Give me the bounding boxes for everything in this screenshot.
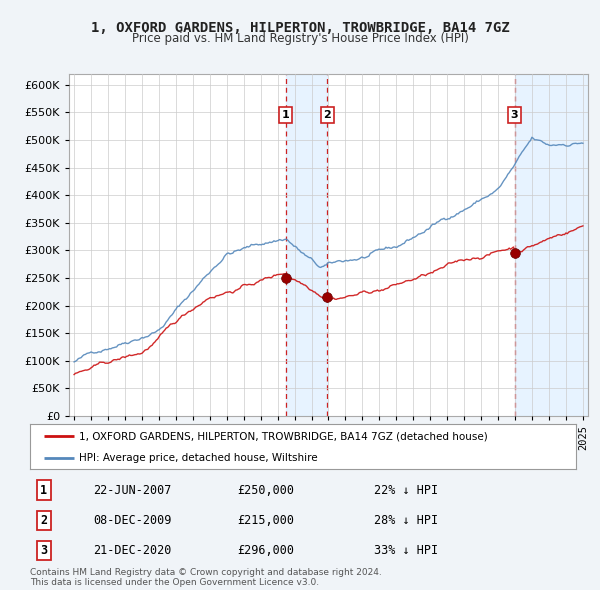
Text: 3: 3 xyxy=(40,544,47,557)
Text: £296,000: £296,000 xyxy=(238,544,295,557)
Text: 28% ↓ HPI: 28% ↓ HPI xyxy=(374,514,438,527)
Text: 08-DEC-2009: 08-DEC-2009 xyxy=(93,514,171,527)
Text: 1: 1 xyxy=(282,110,289,120)
Bar xyxy=(515,74,588,416)
Text: 21-DEC-2020: 21-DEC-2020 xyxy=(93,544,171,557)
Bar xyxy=(286,74,328,416)
Text: £215,000: £215,000 xyxy=(238,514,295,527)
Text: 3: 3 xyxy=(511,110,518,120)
Text: 1, OXFORD GARDENS, HILPERTON, TROWBRIDGE, BA14 7GZ: 1, OXFORD GARDENS, HILPERTON, TROWBRIDGE… xyxy=(91,21,509,35)
Text: 1, OXFORD GARDENS, HILPERTON, TROWBRIDGE, BA14 7GZ (detached house): 1, OXFORD GARDENS, HILPERTON, TROWBRIDGE… xyxy=(79,431,488,441)
Text: 2: 2 xyxy=(323,110,331,120)
Text: 1: 1 xyxy=(40,484,47,497)
Text: 33% ↓ HPI: 33% ↓ HPI xyxy=(374,544,438,557)
Text: 22% ↓ HPI: 22% ↓ HPI xyxy=(374,484,438,497)
Text: HPI: Average price, detached house, Wiltshire: HPI: Average price, detached house, Wilt… xyxy=(79,453,318,463)
Text: Price paid vs. HM Land Registry's House Price Index (HPI): Price paid vs. HM Land Registry's House … xyxy=(131,32,469,45)
Text: Contains HM Land Registry data © Crown copyright and database right 2024.
This d: Contains HM Land Registry data © Crown c… xyxy=(30,568,382,587)
Text: 2: 2 xyxy=(40,514,47,527)
Text: £250,000: £250,000 xyxy=(238,484,295,497)
Text: 22-JUN-2007: 22-JUN-2007 xyxy=(93,484,171,497)
